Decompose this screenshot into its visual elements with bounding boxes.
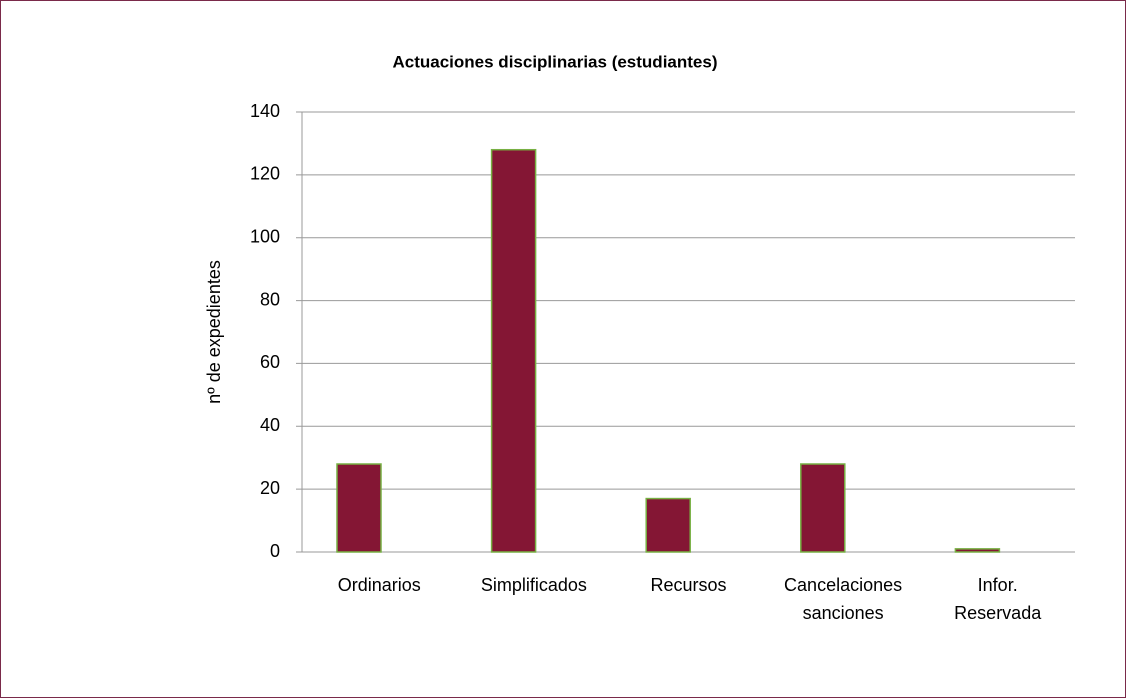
x-tick-label-line: Cancelaciones — [784, 575, 902, 595]
x-tick-label-line: Recursos — [650, 575, 726, 595]
y-tick-label: 80 — [260, 289, 280, 309]
chart-title: Actuaciones disciplinarias (estudiantes) — [393, 52, 718, 71]
x-tick-label-line: Ordinarios — [338, 575, 421, 595]
y-axis-label: nº de expedientes — [204, 260, 224, 404]
bar — [490, 148, 537, 553]
y-tick-label: 60 — [260, 352, 280, 372]
x-tick-label: Recursos — [650, 575, 726, 595]
x-tick-label: Infor. Reservada — [954, 575, 1042, 623]
y-tick-label: 100 — [250, 226, 280, 246]
x-tick-label: Ordinarios — [338, 575, 421, 595]
bar — [336, 463, 382, 553]
bar — [800, 463, 846, 553]
y-tick-label: 140 — [250, 101, 280, 121]
y-tick-label: 0 — [270, 541, 280, 561]
x-tick-label-line: Simplificados — [481, 575, 587, 595]
x-tick-label-line: sanciones — [803, 603, 884, 623]
y-tick-label: 40 — [260, 415, 280, 435]
bar — [954, 548, 1001, 553]
x-tick-label-line: Reservada — [954, 603, 1042, 623]
y-tick-label: 120 — [250, 164, 280, 184]
x-tick-label-line: Infor. — [978, 575, 1018, 595]
x-tick-label: Cancelaciones sanciones — [784, 575, 902, 623]
x-tick-label: Simplificados — [481, 575, 587, 595]
y-tick-label: 20 — [260, 478, 280, 498]
bar — [645, 497, 691, 553]
